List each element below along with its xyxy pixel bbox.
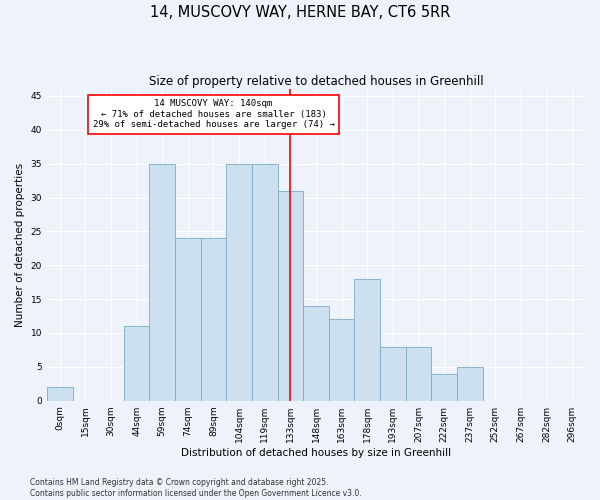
- Title: Size of property relative to detached houses in Greenhill: Size of property relative to detached ho…: [149, 75, 483, 88]
- Bar: [124, 326, 149, 400]
- Bar: [329, 320, 355, 400]
- Y-axis label: Number of detached properties: Number of detached properties: [15, 163, 25, 327]
- Bar: [406, 346, 431, 401]
- Bar: [226, 164, 252, 400]
- Bar: [252, 164, 278, 400]
- X-axis label: Distribution of detached houses by size in Greenhill: Distribution of detached houses by size …: [181, 448, 451, 458]
- Bar: [303, 306, 329, 400]
- Text: Contains HM Land Registry data © Crown copyright and database right 2025.
Contai: Contains HM Land Registry data © Crown c…: [30, 478, 362, 498]
- Bar: [431, 374, 457, 400]
- Bar: [457, 367, 482, 400]
- Bar: [380, 346, 406, 401]
- Bar: [47, 387, 73, 400]
- Bar: [200, 238, 226, 400]
- Bar: [278, 191, 303, 400]
- Bar: [355, 279, 380, 400]
- Text: 14, MUSCOVY WAY, HERNE BAY, CT6 5RR: 14, MUSCOVY WAY, HERNE BAY, CT6 5RR: [150, 5, 450, 20]
- Bar: [175, 238, 200, 400]
- Bar: [149, 164, 175, 400]
- Text: 14 MUSCOVY WAY: 140sqm
← 71% of detached houses are smaller (183)
29% of semi-de: 14 MUSCOVY WAY: 140sqm ← 71% of detached…: [92, 100, 334, 129]
